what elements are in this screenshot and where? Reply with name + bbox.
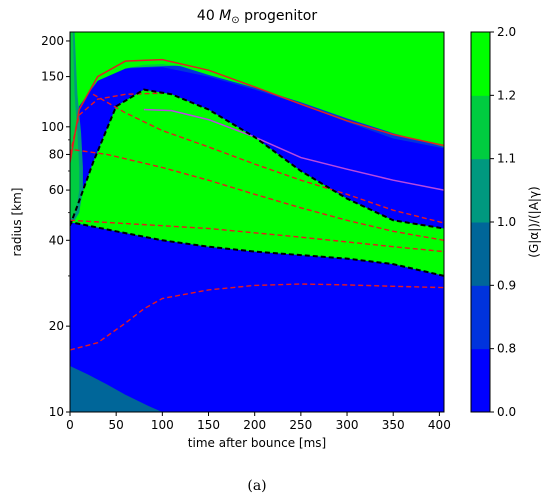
red-dashed-contour-1: [70, 92, 163, 155]
red-dashed-contour-4: [70, 219, 444, 253]
plot-area: [70, 32, 444, 412]
colorbar-segment: [471, 285, 490, 350]
figure-caption: (a): [247, 478, 266, 494]
red-dashed-contour-3: [74, 149, 444, 241]
chart-title-symbol: M: [219, 8, 231, 24]
y-tick-label: 40: [49, 233, 64, 247]
chart-title-prefix: 40: [197, 8, 219, 24]
high-ratio-region-top: [70, 32, 444, 155]
y-tick-label: 10: [49, 405, 64, 419]
colorbar-label: (G|α|)/(|A|γ): [527, 186, 541, 257]
high-ratio-region-inner: [70, 89, 444, 276]
colorbar-tick-label: 0.0: [497, 405, 516, 419]
colorbar-ticks: 0.0 0.8 0.9 1.0 1.1 1.2 2.0: [490, 25, 516, 419]
black-dashed-contour-1: [70, 88, 444, 230]
low-ratio-region: [70, 366, 163, 412]
colorbar-tick-label: 0.9: [497, 278, 516, 292]
x-tick-label: 350: [382, 418, 405, 432]
colorbar-segment: [471, 32, 490, 96]
colorbar-tick-label: 2.0: [497, 25, 516, 39]
chart-title: 40 M⊙ progenitor: [197, 8, 317, 26]
y-tick-label: 20: [49, 319, 64, 333]
y-tick-label: 100: [41, 120, 64, 134]
colorbar-segment: [471, 222, 490, 286]
x-tick-label: 50: [109, 418, 124, 432]
red-solid-contour-line: [70, 58, 444, 163]
y-axis: 10 20 40 60 80 100 150 200: [41, 34, 70, 419]
x-tick-label: 100: [151, 418, 174, 432]
red-dashed-contour-5: [70, 283, 444, 351]
x-tick-label: 400: [428, 418, 451, 432]
y-axis-label: radius [km]: [10, 188, 24, 257]
x-tick-label: 250: [289, 418, 312, 432]
colorbar-segment: [471, 348, 490, 413]
x-tick-label: 200: [243, 418, 266, 432]
black-dashed-contour-2: [70, 222, 444, 277]
plot-frame: [69, 31, 445, 413]
magenta-contour-line: [143, 108, 444, 191]
x-axis: 0 50 100 150 200 250 300 350 400: [66, 412, 451, 432]
colorbar-tick-label: 0.8: [497, 342, 516, 356]
x-tick-label: 0: [66, 418, 74, 432]
colorbar-segment: [471, 95, 490, 160]
y-tick-label: 200: [41, 34, 64, 48]
chart-title-subscript: ⊙: [231, 15, 239, 26]
transition-band-inner: [70, 32, 444, 166]
chart-title-suffix: progenitor: [240, 8, 318, 24]
y-tick-label: 80: [49, 147, 64, 161]
colorbar-segment: [471, 158, 490, 223]
y-tick-label: 150: [41, 70, 64, 84]
left-edge-strip-inner: [70, 32, 80, 218]
colorbar-tick-label: 1.1: [497, 152, 516, 166]
x-tick-label: 300: [336, 418, 359, 432]
colorbar-tick-label: 1.0: [497, 215, 516, 229]
x-tick-label: 150: [197, 418, 220, 432]
red-dashed-contour-2: [92, 93, 444, 224]
x-axis-label: time after bounce [ms]: [188, 436, 326, 450]
y-tick-label: 60: [49, 183, 64, 197]
contour-lines: [70, 58, 444, 351]
colorbar-tick-label: 1.2: [497, 88, 516, 102]
colorbar: [471, 32, 490, 413]
